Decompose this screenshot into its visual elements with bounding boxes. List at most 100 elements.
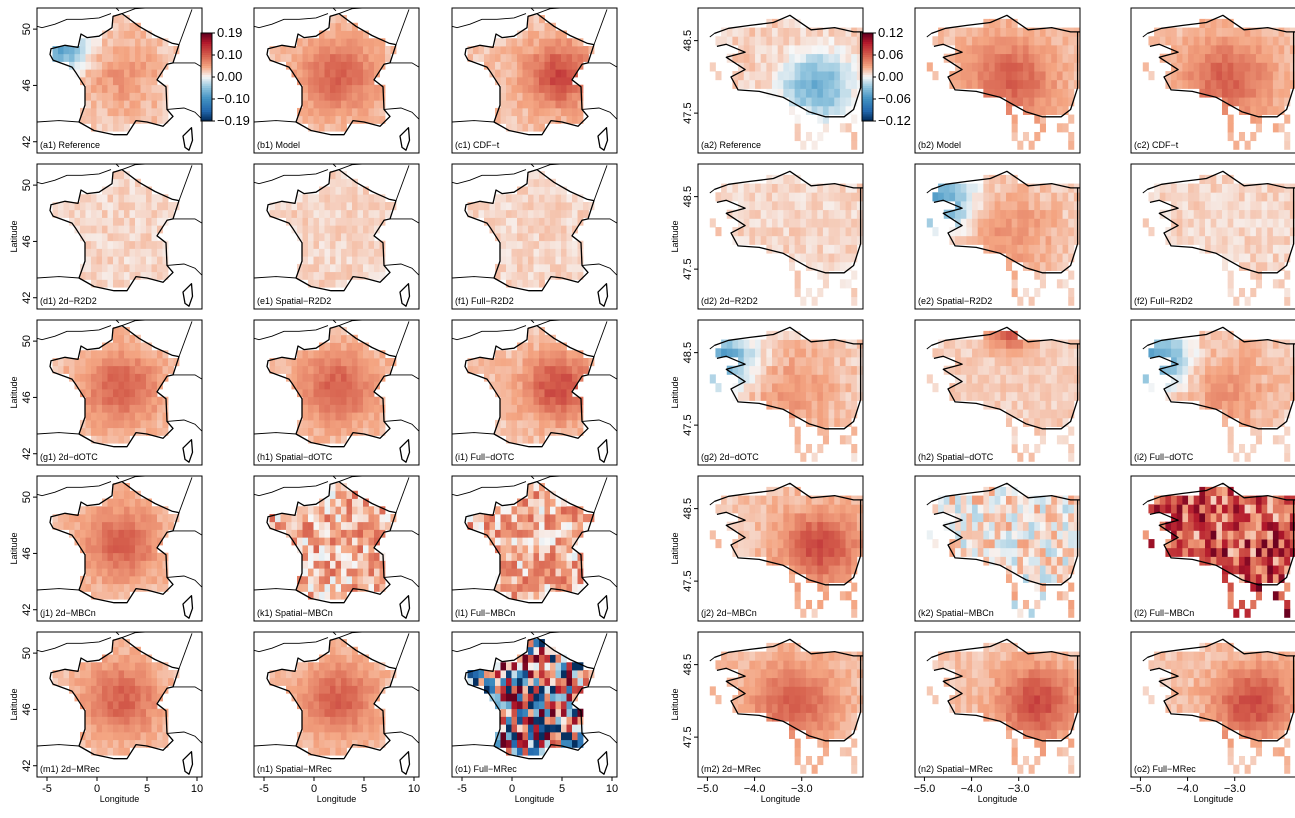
grid-cell	[1177, 210, 1183, 219]
grid-cell	[374, 576, 380, 584]
grid-cell	[330, 530, 336, 538]
grid-cell	[501, 662, 507, 670]
grid-cell	[86, 69, 92, 77]
grid-cell	[561, 404, 567, 412]
grid-cell	[308, 233, 314, 241]
grid-cell	[1279, 80, 1285, 89]
grid-cell	[157, 100, 163, 108]
grid-cell	[1279, 88, 1285, 97]
grid-cell	[1068, 271, 1074, 280]
grid-cell	[297, 670, 303, 678]
grid-cell	[130, 374, 136, 382]
grid-cell	[347, 248, 353, 256]
y-tick-label: 46	[21, 391, 33, 403]
grid-cell	[829, 106, 835, 115]
grid-cell	[157, 576, 163, 584]
grid-cell	[1194, 184, 1200, 193]
grid-cell	[506, 709, 512, 717]
grid-cell	[989, 201, 995, 210]
panel-label: (a1) Reference	[40, 140, 100, 150]
x-tick-label: -5	[42, 783, 52, 795]
grid-cell	[550, 210, 556, 218]
country-border	[254, 14, 328, 28]
grid-cell	[539, 701, 545, 709]
grid-cell	[1074, 192, 1080, 201]
grid-cell	[108, 62, 114, 70]
grid-cell	[501, 194, 507, 202]
grid-cell	[146, 530, 152, 538]
grid-cell	[539, 568, 545, 576]
panel-label: (o1) Full−MRec	[455, 764, 517, 774]
grid-cell	[358, 210, 364, 218]
grid-cell	[1228, 244, 1234, 253]
grid-cell	[363, 233, 369, 241]
country-border	[588, 375, 617, 379]
grid-cell	[556, 194, 562, 202]
grid-cell	[812, 218, 818, 227]
grid-cell	[1262, 45, 1268, 54]
grid-cell	[795, 45, 801, 54]
grid-cell	[64, 514, 70, 522]
grid-cell	[738, 28, 744, 37]
grid-cell	[823, 97, 829, 106]
grid-cell	[352, 693, 358, 701]
grid-cell	[1057, 279, 1063, 288]
grid-cell	[829, 210, 835, 219]
grid-cell	[314, 92, 320, 100]
grid-cell	[512, 381, 518, 389]
grid-cell	[572, 202, 578, 210]
grid-cell	[163, 514, 169, 522]
grid-cell	[572, 248, 578, 256]
grid-cell	[97, 693, 103, 701]
grid-cell	[319, 279, 325, 287]
grid-cell	[1228, 36, 1234, 45]
grid-cell	[755, 357, 761, 366]
grid-cell	[550, 202, 556, 210]
grid-cell	[124, 62, 130, 70]
grid-cell	[97, 435, 103, 443]
grid-cell	[1239, 192, 1245, 201]
grid-cell	[789, 192, 795, 201]
grid-cell	[949, 36, 955, 45]
grid-cell	[484, 62, 490, 70]
grid-cell	[347, 62, 353, 70]
grid-cell	[108, 514, 114, 522]
grid-cell	[303, 701, 309, 709]
grid-cell	[146, 381, 152, 389]
grid-cell	[1188, 28, 1194, 37]
grid-cell	[363, 506, 369, 514]
grid-cell	[578, 92, 584, 100]
y-axis-title: Latitude	[9, 376, 19, 408]
grid-cell	[783, 374, 789, 383]
grid-cell	[152, 374, 158, 382]
grid-cell	[119, 639, 125, 647]
grid-cell	[528, 724, 534, 732]
country-border	[927, 189, 932, 193]
grid-cell	[141, 499, 147, 507]
grid-cell	[490, 210, 496, 218]
grid-cell	[308, 241, 314, 249]
grid-cell	[501, 530, 507, 538]
grid-cell	[314, 46, 320, 54]
grid-cell	[347, 381, 353, 389]
grid-cell	[358, 576, 364, 584]
grid-cell	[75, 62, 81, 70]
grid-cell	[512, 420, 518, 428]
grid-cell	[523, 233, 529, 241]
grid-cell	[955, 192, 961, 201]
grid-cell	[989, 36, 995, 45]
grid-cell	[314, 530, 320, 538]
grid-cell	[550, 54, 556, 62]
grid-cell	[1222, 54, 1228, 63]
grid-cell	[1012, 28, 1018, 37]
grid-cell	[1046, 36, 1052, 45]
grid-cell	[517, 568, 523, 576]
grid-cell	[319, 108, 325, 116]
grid-cell	[1199, 201, 1205, 210]
grid-cell	[135, 38, 141, 46]
grid-cell	[319, 218, 325, 226]
grid-cell	[113, 693, 119, 701]
grid-cell	[506, 85, 512, 93]
grid-cell	[556, 545, 562, 553]
grid-cell	[567, 202, 573, 210]
